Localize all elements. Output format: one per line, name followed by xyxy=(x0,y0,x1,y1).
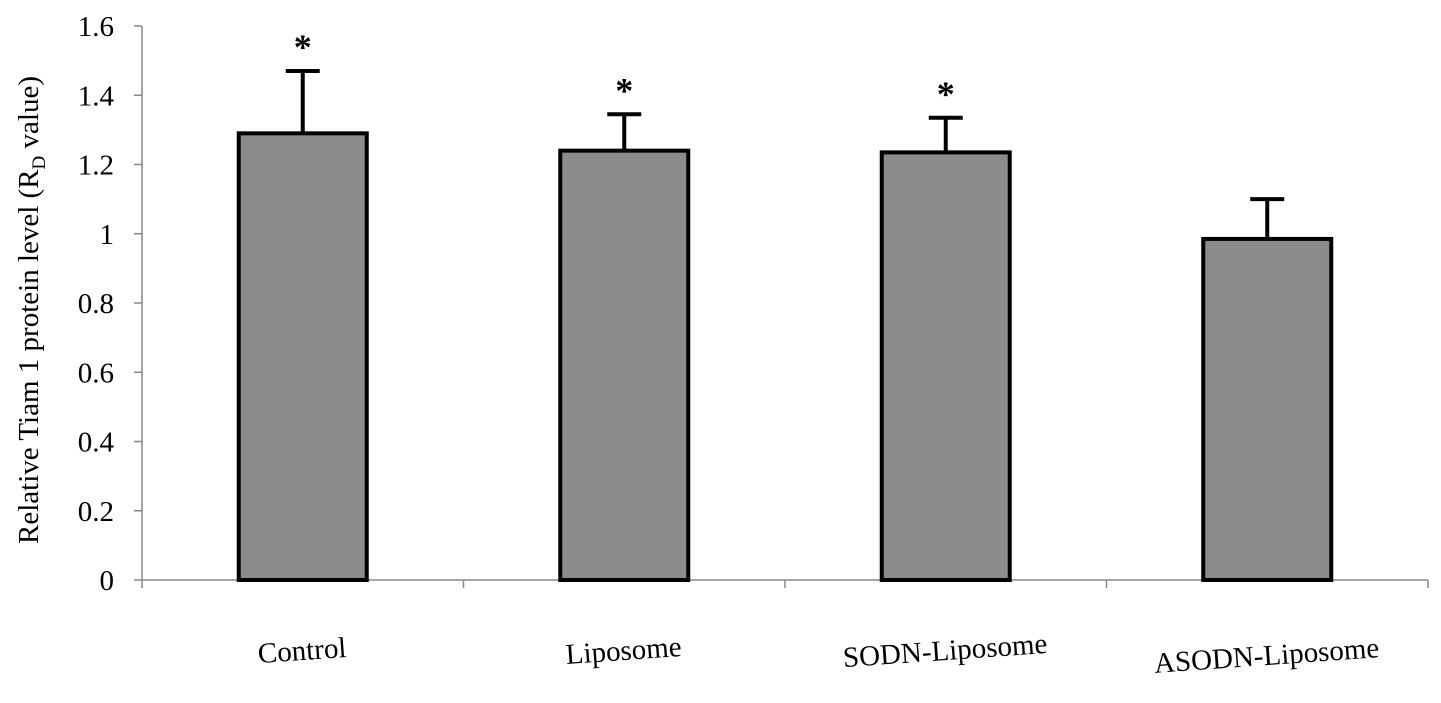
category-label-2: SODN-Liposome xyxy=(842,628,1048,674)
bar-3 xyxy=(1201,236,1334,582)
bar-1 xyxy=(558,148,691,582)
bar-2 xyxy=(879,150,1012,582)
y-axis-title: Relative Tiam 1 protein level (RD value) xyxy=(13,76,50,544)
y-tick-label: 0.6 xyxy=(78,357,114,389)
significance-mark-2: * xyxy=(937,74,955,114)
y-tick-label: 1.4 xyxy=(78,80,115,112)
y-tick-label: 1.2 xyxy=(78,150,114,182)
category-label-1: Liposome xyxy=(565,631,683,671)
y-axis-title-prefix: Relative Tiam 1 protein level (R xyxy=(13,169,45,544)
bars xyxy=(236,69,1334,582)
y-axis-title-suffix: value) xyxy=(13,76,45,156)
significance-mark-1: * xyxy=(615,70,633,110)
y-axis-title-subscript: D xyxy=(29,156,50,170)
category-label-3: ASODN-Liposome xyxy=(1153,632,1380,680)
y-tick-label: 0.2 xyxy=(78,496,114,528)
y-tick-label: 0.4 xyxy=(78,427,115,459)
y-tick-label: 1.6 xyxy=(78,11,114,43)
svg-text:Relative Tiam 1 protein level: Relative Tiam 1 protein level (RD value) xyxy=(13,76,50,544)
bar-0 xyxy=(236,131,369,582)
y-tick-label: 1 xyxy=(100,219,115,251)
category-label-0: Control xyxy=(257,632,348,670)
labels: 0 0.2 0.4 0.6 0.8 1 1.2 1.4 1.6 * Control * Liposome… xyxy=(78,11,1380,680)
y-tick-label: 0 xyxy=(100,565,115,597)
y-tick-label: 0.8 xyxy=(78,288,114,320)
significance-mark-0: * xyxy=(294,27,312,67)
